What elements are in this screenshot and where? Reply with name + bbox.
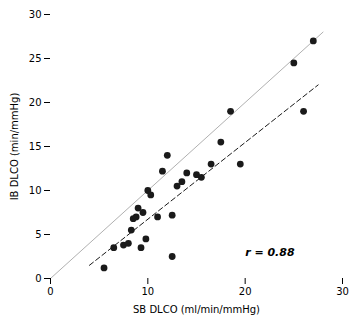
svg-text:15: 15 <box>29 141 42 152</box>
svg-text:25: 25 <box>29 53 42 64</box>
svg-text:IB DLCO (min/mmHg): IB DLCO (min/mmHg) <box>9 93 20 201</box>
svg-text:10: 10 <box>141 286 154 297</box>
svg-text:10: 10 <box>29 185 42 196</box>
svg-text:20: 20 <box>29 97 42 108</box>
svg-text:0: 0 <box>35 273 41 284</box>
svg-text:5: 5 <box>35 229 41 240</box>
svg-text:SB DLCO (ml/min/mmHg): SB DLCO (ml/min/mmHg) <box>133 304 260 315</box>
svg-text:20: 20 <box>239 286 252 297</box>
svg-text:r = 0.88: r = 0.88 <box>245 246 295 259</box>
svg-text:0: 0 <box>47 286 53 297</box>
svg-text:30: 30 <box>29 9 42 20</box>
svg-text:30: 30 <box>336 286 349 297</box>
